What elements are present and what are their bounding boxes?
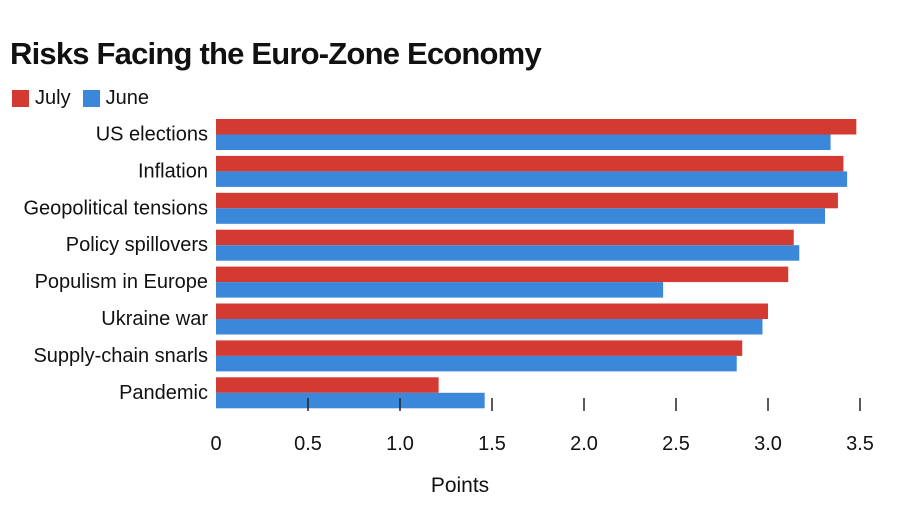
bar-june-8 — [216, 392, 485, 409]
category-label-4: Policy spillovers — [66, 234, 208, 256]
legend-label-july: July — [35, 87, 71, 109]
chart-title: Risks Facing the Euro-Zone Economy — [10, 36, 542, 71]
category-label-5: Populism in Europe — [35, 271, 208, 293]
legend-swatch-june — [82, 90, 100, 107]
category-label-3: Geopolitical tensions — [23, 197, 208, 219]
x-tick-label-2: 0.5 — [294, 433, 322, 455]
bar-july-2 — [216, 155, 844, 172]
bar-june-4 — [216, 245, 800, 261]
bar-june-5 — [216, 282, 664, 298]
x-tick-label-3: 1.0 — [386, 433, 414, 455]
x-tick-label-4: 1.5 — [478, 433, 506, 455]
category-label-1: US elections — [96, 124, 208, 146]
legend-swatch-july — [12, 90, 29, 107]
bar-june-7 — [216, 355, 737, 372]
bar-july-1 — [216, 119, 857, 135]
bar-june-2 — [216, 171, 848, 187]
legend-item-june: June — [82, 87, 149, 110]
bar-june-1 — [216, 134, 831, 150]
category-label-2: Inflation — [138, 160, 208, 182]
x-tick-label-5: 2.0 — [570, 433, 598, 455]
bar-july-6 — [216, 303, 768, 319]
legend-item-july: July — [12, 87, 71, 110]
x-tick-label-1: 0 — [210, 433, 221, 455]
category-label-6: Ukraine war — [101, 308, 208, 330]
x-tick-label-6: 2.5 — [662, 433, 690, 455]
bar-july-5 — [216, 266, 789, 283]
bar-july-7 — [216, 340, 743, 356]
category-label-8: Pandemic — [119, 382, 208, 404]
x-tick-label-8: 3.5 — [846, 433, 874, 455]
bar-june-6 — [216, 319, 763, 335]
x-tick-label-7: 3.0 — [754, 433, 782, 455]
legend-label-june: June — [105, 87, 149, 109]
bar-july-3 — [216, 192, 838, 209]
bar-june-3 — [216, 208, 826, 224]
x-axis-label: Points — [431, 474, 489, 497]
legend: July June — [12, 87, 161, 110]
category-label-7: Supply-chain snarls — [33, 345, 208, 367]
bar-july-4 — [216, 229, 794, 246]
bar-july-8 — [216, 377, 439, 393]
